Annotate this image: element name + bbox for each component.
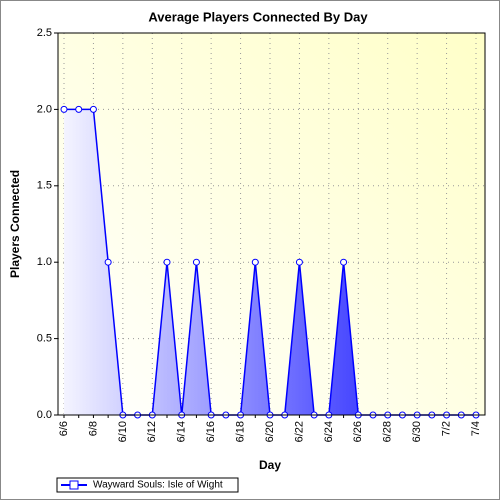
y-tick-label: 0.5 xyxy=(37,333,52,345)
y-tick-label: 1.5 xyxy=(37,180,52,192)
x-tick-label: 7/2 xyxy=(440,421,452,436)
chart-title: Average Players Connected By Day xyxy=(148,9,368,24)
x-tick-label: 6/8 xyxy=(87,421,99,436)
x-tick-label: 6/14 xyxy=(176,421,188,442)
legend-symbol xyxy=(69,480,79,490)
x-tick-label: 6/28 xyxy=(382,421,394,442)
data-point xyxy=(340,258,348,266)
x-tick-label: 7/4 xyxy=(470,421,482,436)
x-tick-label: 6/20 xyxy=(264,421,276,442)
data-point xyxy=(104,258,112,266)
data-point xyxy=(75,105,83,113)
x-tick-label: 6/12 xyxy=(146,421,158,442)
x-tick-label: 6/6 xyxy=(58,421,70,436)
y-tick-label: 0.0 xyxy=(37,409,52,421)
data-point xyxy=(60,105,68,113)
x-tick-label: 6/30 xyxy=(411,421,423,442)
area-fill xyxy=(64,109,476,416)
x-tick-label: 6/22 xyxy=(293,421,305,442)
y-tick-label: 2.0 xyxy=(37,103,52,115)
data-point xyxy=(89,105,97,113)
x-tick-label: 6/24 xyxy=(323,421,335,442)
x-tick-label: 6/16 xyxy=(205,421,217,442)
data-point xyxy=(163,258,171,266)
plot-area xyxy=(58,33,485,415)
data-point xyxy=(192,258,200,266)
plot-border xyxy=(57,32,486,416)
y-tick-label: 1.0 xyxy=(37,256,52,268)
data-point xyxy=(251,258,259,266)
x-tick-label: 6/18 xyxy=(234,421,246,442)
x-axis-title: Day xyxy=(259,458,281,472)
x-tick-label: 6/10 xyxy=(117,421,129,442)
y-tick-label: 2.5 xyxy=(37,27,52,39)
legend-label: Wayward Souls: Isle of Wight xyxy=(93,480,223,491)
legend: Wayward Souls: Isle of Wight xyxy=(56,477,239,493)
data-point xyxy=(295,258,303,266)
y-axis-title: Players Connected xyxy=(8,170,22,278)
legend-box xyxy=(56,477,239,493)
x-tick-label: 6/26 xyxy=(352,421,364,442)
